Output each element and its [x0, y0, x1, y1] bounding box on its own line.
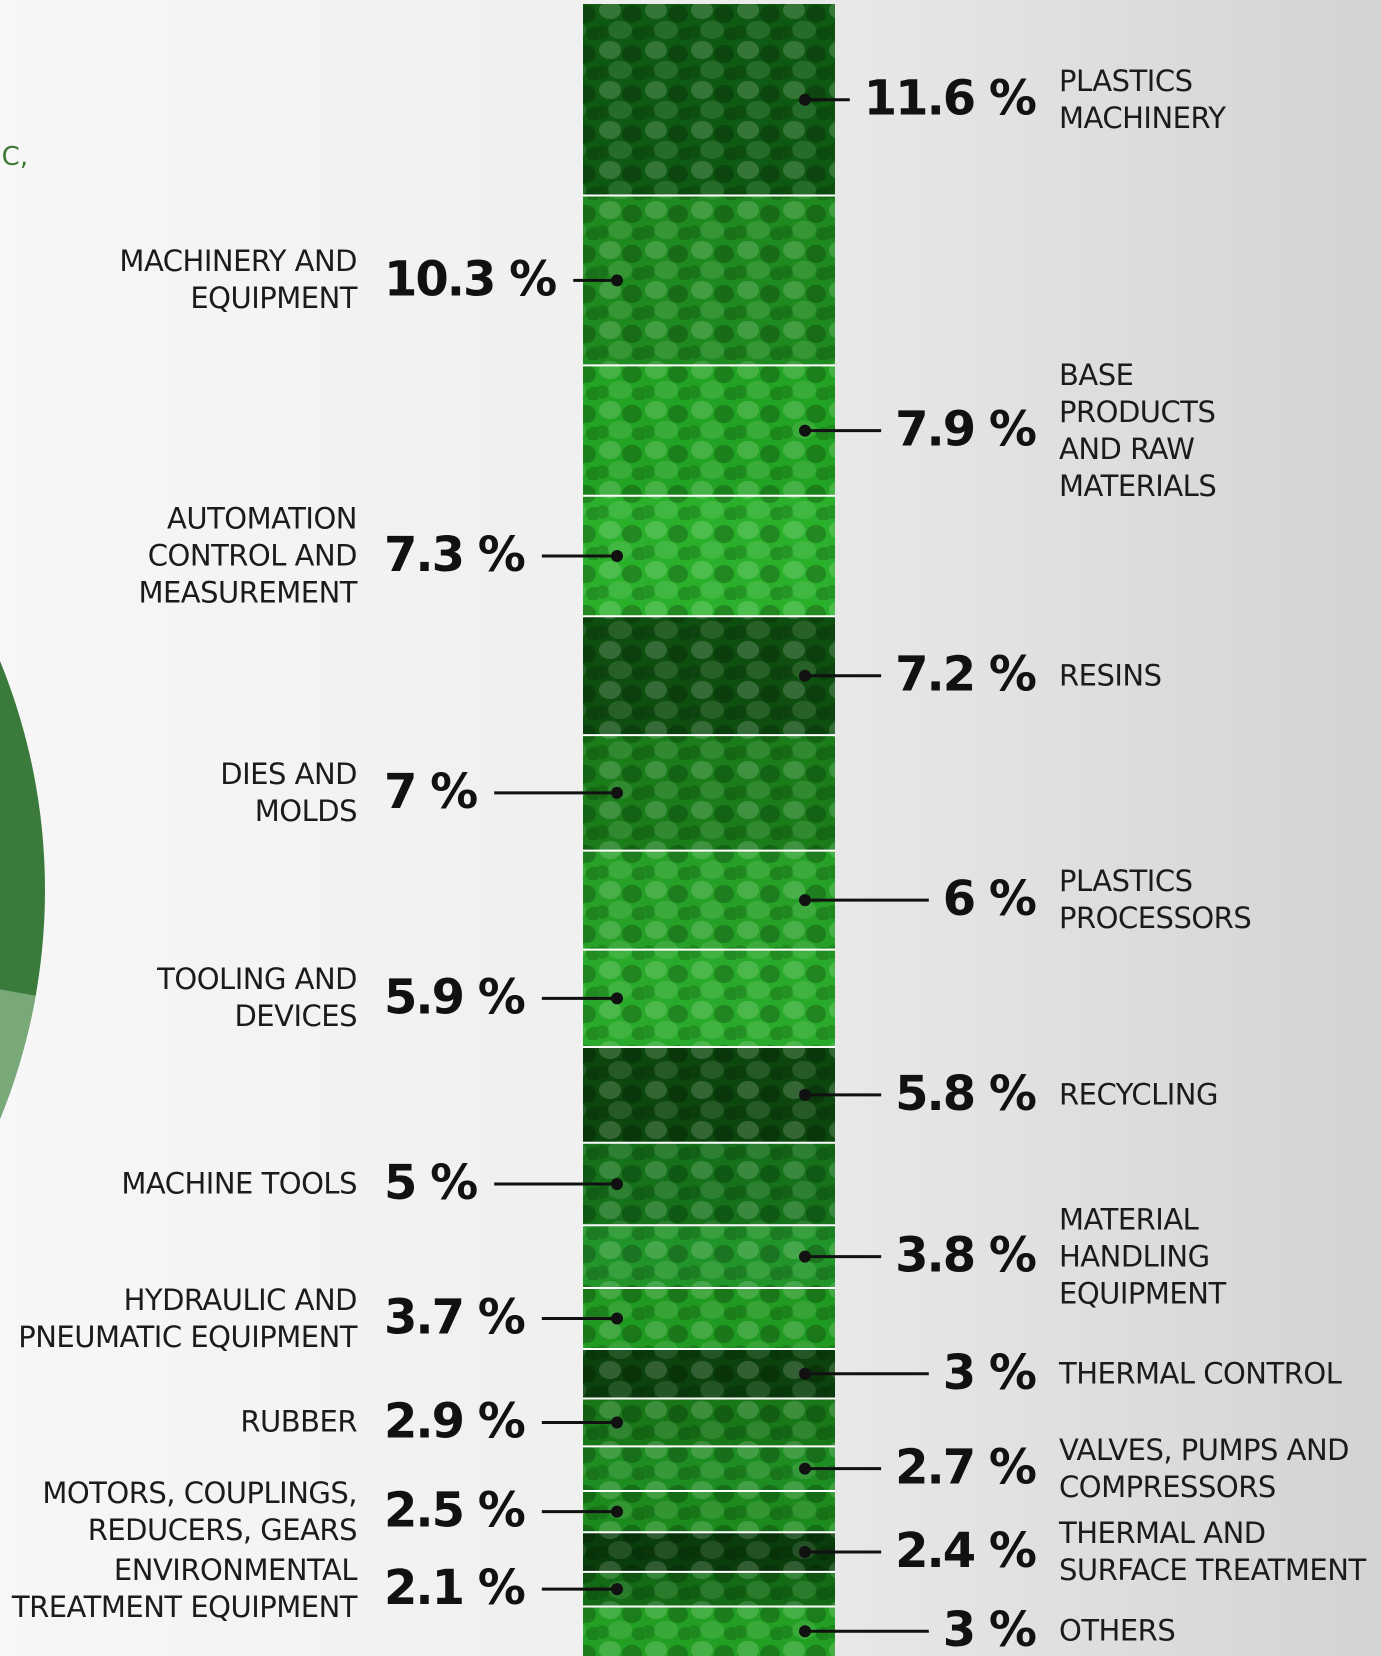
- leader-dot: [611, 1505, 623, 1518]
- value-label: 6 %: [943, 871, 1036, 927]
- leader-dot: [611, 1583, 623, 1596]
- segment-texture: [583, 1142, 835, 1226]
- value-label: 7 %: [384, 764, 477, 820]
- segment-texture: [583, 1287, 835, 1350]
- segment-texture: [583, 195, 835, 366]
- leader-dot: [799, 1462, 811, 1475]
- category-label: MATERIAL HANDLING EQUIPMENT: [1059, 1202, 1226, 1311]
- leader-dot: [799, 424, 811, 437]
- value-label: 3 %: [943, 1345, 1036, 1401]
- leader-dot: [799, 894, 811, 907]
- leader-dot: [799, 1088, 811, 1101]
- category-label: RUBBER: [240, 1404, 357, 1439]
- value-label: 3.7 %: [384, 1290, 525, 1346]
- value-label: 2.4 %: [895, 1523, 1036, 1579]
- segment-texture: [583, 1446, 835, 1491]
- category-label: PLASTICS PROCESSORS: [1059, 864, 1252, 936]
- segment-texture: [583, 1398, 835, 1447]
- category-label: TOOLING AND DEVICES: [157, 962, 357, 1034]
- segment-texture: [583, 949, 835, 1048]
- category-label: THERMAL AND SURFACE TREATMENT: [1059, 1516, 1366, 1588]
- leader-dot: [611, 786, 623, 799]
- leader-dot: [799, 93, 811, 106]
- segment-texture: [583, 4, 835, 196]
- value-label: 3 %: [943, 1602, 1036, 1656]
- segment-texture: [583, 735, 835, 851]
- segment-texture: [583, 495, 835, 617]
- value-label: 2.5 %: [384, 1483, 525, 1539]
- leader-dot: [611, 550, 623, 563]
- segment-texture: [583, 1490, 835, 1533]
- segment-texture: [583, 1349, 835, 1399]
- segment-texture: [583, 1571, 835, 1607]
- value-label: 11.6 %: [864, 71, 1036, 127]
- segment-texture: [583, 1047, 835, 1143]
- value-label: 2.9 %: [384, 1393, 525, 1449]
- category-label: ENVIRONMENTAL TREATMENT EQUIPMENT: [11, 1553, 358, 1625]
- leader-dot: [611, 1178, 623, 1190]
- segment-texture: [583, 1532, 835, 1572]
- leader-dot: [799, 1546, 811, 1559]
- segment-texture: [583, 850, 835, 950]
- segment-texture: [583, 616, 835, 736]
- category-label: MACHINE TOOLS: [121, 1166, 357, 1201]
- category-label: OTHERS: [1059, 1613, 1176, 1648]
- category-label: THERMAL CONTROL: [1059, 1356, 1342, 1391]
- value-label: 10.3 %: [384, 251, 556, 307]
- category-label: PLASTICS MACHINERY: [1059, 63, 1226, 135]
- category-label: BASE PRODUCTS AND RAW MATERIALS: [1059, 357, 1217, 503]
- leader-dot: [611, 1416, 623, 1429]
- leader-dot: [799, 1250, 811, 1263]
- category-label: VALVES, PUMPS AND COMPRESSORS: [1059, 1432, 1350, 1504]
- segment-texture: [583, 1606, 835, 1656]
- fragment-text: IC,: [0, 142, 29, 172]
- leader-dot: [799, 669, 811, 682]
- segment-texture: [583, 1225, 835, 1288]
- value-label: 5.8 %: [895, 1066, 1036, 1122]
- category-label: AUTOMATION CONTROL AND MEASUREMENT: [138, 501, 357, 610]
- category-label: HYDRAULIC AND PNEUMATIC EQUIPMENT: [18, 1282, 357, 1354]
- category-label: DIES AND MOLDS: [220, 756, 357, 828]
- value-label: 5.9 %: [384, 969, 525, 1025]
- value-label: 2.1 %: [384, 1560, 525, 1616]
- category-label: RECYCLING: [1059, 1077, 1218, 1112]
- leader-dot: [611, 1312, 623, 1325]
- value-label: 7.3 %: [384, 527, 525, 583]
- category-label: RESINS: [1059, 658, 1162, 693]
- value-label: 5 %: [384, 1155, 477, 1211]
- category-label: MACHINERY AND EQUIPMENT: [119, 244, 357, 316]
- value-label: 7.2 %: [895, 647, 1036, 703]
- leader-dot: [799, 1625, 811, 1638]
- leader-dot: [611, 274, 623, 287]
- leader-dot: [611, 992, 623, 1005]
- value-label: 3.8 %: [895, 1228, 1036, 1284]
- leader-dot: [799, 1367, 811, 1380]
- value-label: 7.9 %: [895, 402, 1036, 458]
- value-label: 2.7 %: [895, 1440, 1036, 1496]
- category-label: MOTORS, COUPLINGS, REDUCERS, GEARS: [42, 1475, 357, 1547]
- segment-texture: [583, 365, 835, 496]
